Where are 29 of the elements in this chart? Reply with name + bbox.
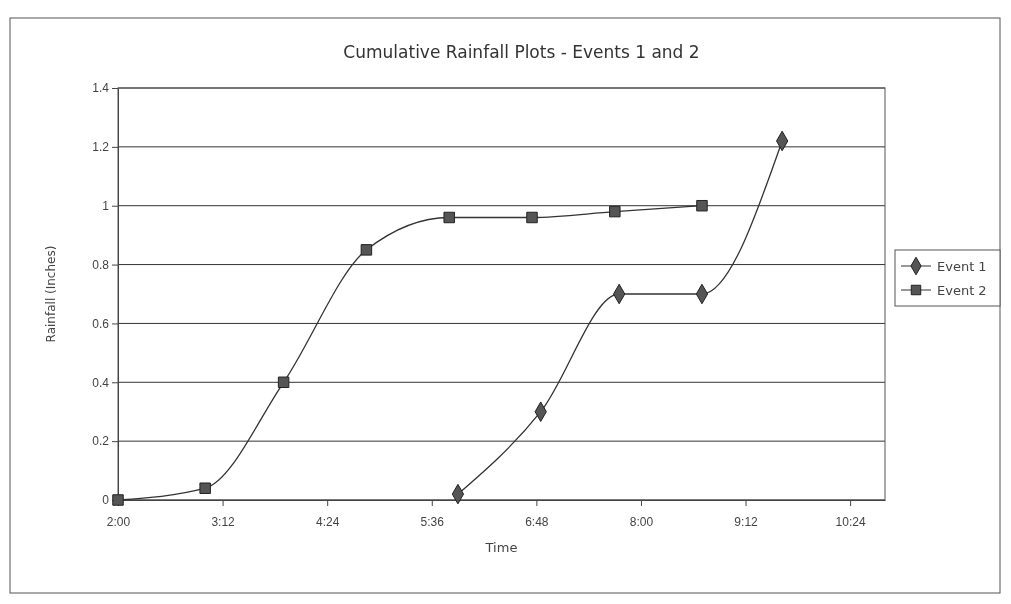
y-tick-label: 0 [102, 493, 110, 508]
legend-label: Event 1 [937, 259, 987, 274]
x-tick-label: 8:00 [629, 514, 654, 529]
point [277, 376, 290, 389]
chart-title: Cumulative Rainfall Plots - Events 1 and 2 [343, 42, 700, 62]
x-axis-title: Time [484, 540, 518, 555]
point [443, 211, 455, 224]
y-tick-label: 1 [102, 199, 110, 214]
legend-label: Event 2 [937, 283, 987, 298]
point [112, 494, 124, 506]
x-tick-label: 6:48 [525, 514, 549, 529]
x-tick-label: 4:24 [316, 514, 340, 529]
x-tick-label: 3:12 [211, 514, 236, 529]
y-tick-label: 0.6 [92, 316, 110, 331]
point [360, 244, 373, 256]
point [696, 199, 708, 212]
point [609, 205, 621, 218]
y-tick-label: 0.4 [92, 375, 110, 390]
point [526, 211, 538, 224]
y-tick-label: 1.4 [92, 81, 110, 96]
y-axis-title: Rainfall (Inches) [44, 245, 58, 343]
y-tick-label: 0.2 [92, 434, 110, 449]
point [199, 482, 211, 494]
y-tick-label: 1.2 [92, 140, 110, 155]
x-tick-label: 10:24 [835, 514, 866, 529]
x-tick-label: 5:36 [420, 514, 445, 529]
x-tick-label: 2:00 [106, 514, 131, 529]
x-tick-label: 9:12 [734, 514, 759, 529]
y-tick-label: 0.8 [92, 257, 110, 272]
